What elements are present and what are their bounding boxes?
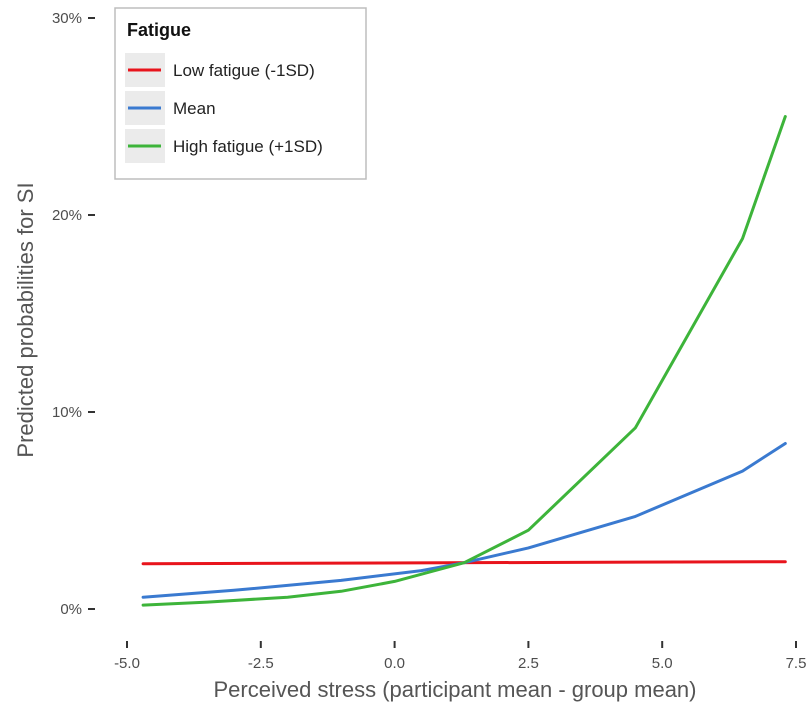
- y-tick-label: 0%: [60, 601, 82, 618]
- series-line-high-fatigue-1sd: [141, 115, 787, 607]
- x-tick-label: 0.0: [384, 655, 405, 672]
- x-tick-label: 7.5: [786, 655, 807, 672]
- legend-title: Fatigue: [127, 20, 191, 40]
- x-tick-label: 5.0: [652, 655, 673, 672]
- y-tick-label: 20%: [52, 207, 82, 224]
- legend-label-high-fatigue-1sd: High fatigue (+1SD): [173, 137, 323, 156]
- x-tick-label: -5.0: [114, 655, 140, 672]
- y-tick-label: 30%: [52, 10, 82, 27]
- legend-label-mean: Mean: [173, 99, 216, 118]
- legend: Fatigue Low fatigue (-1SD) Mean High fatig…: [114, 7, 367, 180]
- x-axis-title: Perceived stress (participant mean - gro…: [214, 677, 697, 702]
- x-tick-label: -2.5: [248, 655, 274, 672]
- legend-label-low-fatigue-1sd: Low fatigue (-1SD): [173, 61, 315, 80]
- series-line-mean: [141, 442, 787, 599]
- x-tick-label: 2.5: [518, 655, 539, 672]
- y-axis: 0% 10% 20% 30%: [52, 10, 95, 618]
- y-axis-title: Predicted probabilities for SI: [13, 182, 38, 457]
- plot-lines: [141, 115, 787, 607]
- x-axis: -5.0 -2.5 0.0 2.5 5.0 7.5: [114, 641, 806, 672]
- y-tick-label: 10%: [52, 404, 82, 421]
